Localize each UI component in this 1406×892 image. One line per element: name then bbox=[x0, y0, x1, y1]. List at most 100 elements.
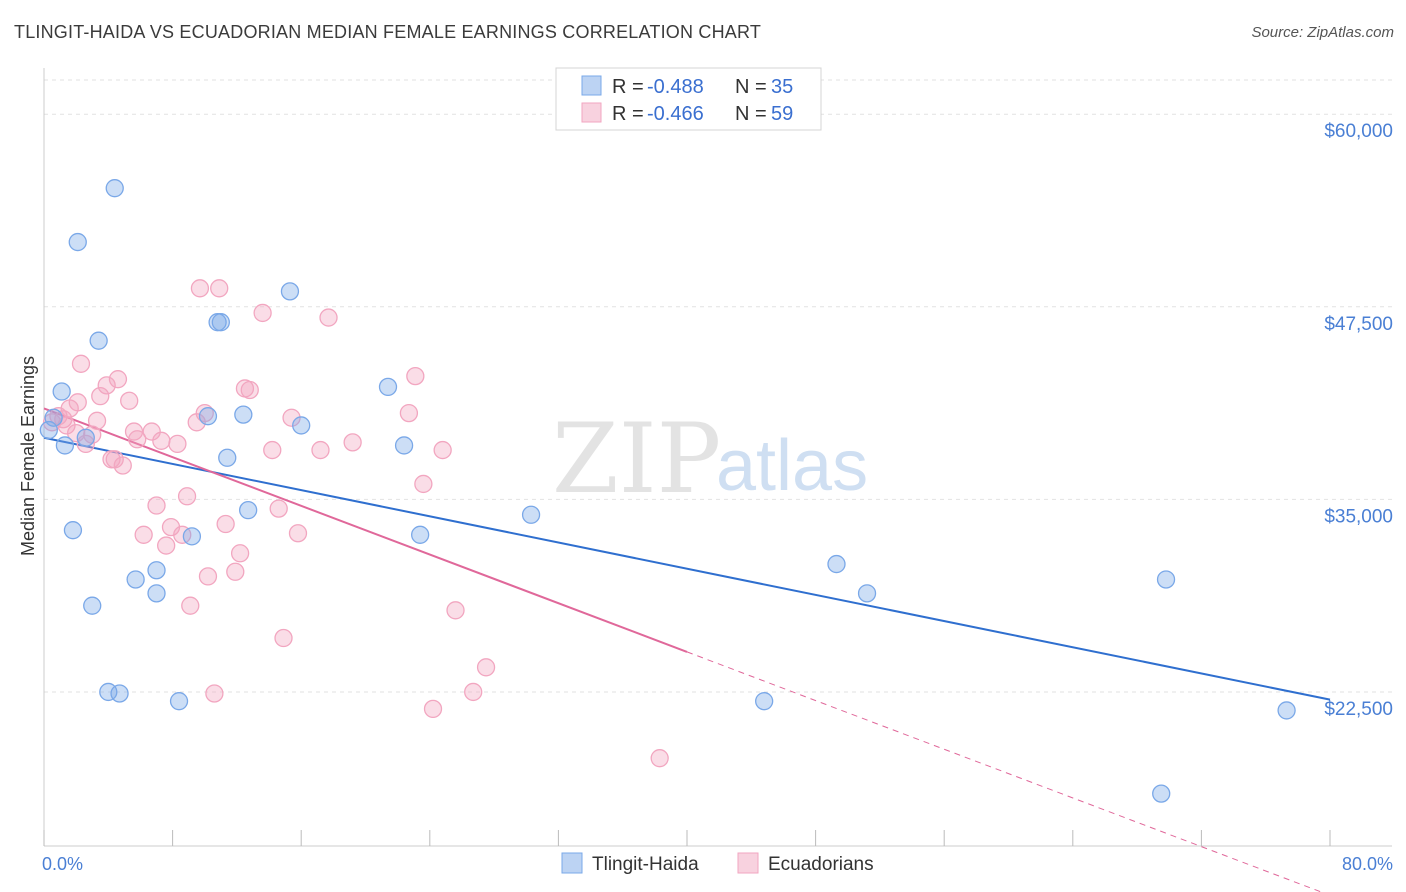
point-s0-3 bbox=[63, 521, 83, 540]
point-s1-45 bbox=[282, 408, 301, 427]
stats-r-label-1: R = bbox=[612, 103, 644, 125]
watermark: ZIP atlas bbox=[552, 403, 868, 515]
stats-r-label-0: R = bbox=[612, 76, 644, 98]
point-s0-31 bbox=[1152, 784, 1171, 803]
point-s1-17 bbox=[120, 391, 139, 410]
stats-n-value-0: 35 bbox=[771, 76, 793, 98]
point-s1-43 bbox=[269, 499, 288, 518]
stats-swatch-1 bbox=[581, 102, 602, 123]
point-s0-19 bbox=[218, 448, 237, 467]
point-s1-22 bbox=[147, 496, 166, 515]
point-s1-58 bbox=[650, 749, 669, 768]
point-s0-20 bbox=[234, 405, 253, 424]
legend-swatch-0 bbox=[561, 852, 583, 874]
series-legend: Tlingit-Haida Ecuadorians bbox=[561, 852, 874, 875]
point-s1-32 bbox=[195, 403, 214, 423]
point-s1-8 bbox=[76, 434, 95, 454]
point-s0-32 bbox=[1156, 570, 1176, 589]
y-tick-label-2: $47,500 bbox=[1324, 314, 1393, 335]
point-s1-48 bbox=[319, 308, 338, 327]
stats-n-value-1: 59 bbox=[771, 103, 793, 125]
y-tick-label-0: $22,500 bbox=[1324, 699, 1393, 720]
trend-line-dashed-1 bbox=[686, 651, 1323, 892]
stats-n-label-0: N = bbox=[735, 76, 767, 98]
source-credit: Source: ZipAtlas.com bbox=[1251, 24, 1394, 41]
y-tick-labels: $22,500 $35,000 $47,500 $60,000 bbox=[1324, 121, 1393, 720]
point-s0-26 bbox=[411, 525, 430, 544]
watermark-atlas: atlas bbox=[716, 426, 868, 506]
y-axis-label: Median Female Earnings bbox=[18, 356, 38, 556]
point-s1-56 bbox=[464, 682, 483, 702]
point-s0-9 bbox=[105, 179, 124, 198]
point-s0-23 bbox=[292, 416, 311, 435]
legend-swatch-1 bbox=[737, 852, 759, 874]
point-s1-34 bbox=[205, 684, 224, 703]
y-tick-label-1: $35,000 bbox=[1324, 506, 1393, 527]
point-s1-38 bbox=[230, 544, 250, 563]
point-s1-35 bbox=[210, 279, 229, 298]
stats-n-label-1: N = bbox=[735, 103, 767, 125]
axes bbox=[43, 68, 1392, 847]
stats-legend: R = -0.488 N = 35 R = -0.466 N = 59 bbox=[555, 67, 822, 131]
x-tick-label-min: 0.0% bbox=[42, 854, 83, 874]
point-s0-10 bbox=[110, 684, 129, 703]
watermark-zip: ZIP bbox=[552, 403, 721, 515]
point-s1-7 bbox=[71, 354, 91, 373]
point-s0-12 bbox=[147, 561, 166, 580]
point-s1-33 bbox=[198, 567, 218, 586]
point-s1-10 bbox=[87, 411, 107, 430]
point-s1-52 bbox=[414, 474, 433, 494]
point-s1-53 bbox=[423, 699, 443, 719]
x-tick-labels: 0.0% 80.0% bbox=[42, 854, 1393, 874]
point-s0-34 bbox=[39, 420, 58, 440]
y-tick-label-3: $60,000 bbox=[1324, 121, 1393, 142]
point-s0-16 bbox=[198, 407, 218, 426]
point-s0-5 bbox=[76, 428, 95, 447]
point-s0-18 bbox=[211, 313, 230, 332]
point-s1-40 bbox=[240, 380, 259, 400]
x-tick-label-max: 80.0% bbox=[1342, 854, 1393, 874]
chart-title: TLINGIT-HAIDA VS ECUADORIAN MEDIAN FEMAL… bbox=[14, 22, 762, 42]
point-s0-15 bbox=[182, 527, 202, 546]
point-s0-2 bbox=[55, 436, 75, 455]
point-s1-44 bbox=[274, 628, 293, 648]
point-s1-54 bbox=[433, 440, 452, 460]
point-s1-51 bbox=[406, 366, 425, 386]
point-s1-31 bbox=[190, 279, 210, 298]
point-s1-42 bbox=[263, 440, 282, 460]
point-s0-1 bbox=[52, 382, 71, 401]
point-s0-24 bbox=[378, 377, 398, 397]
trend-line-0 bbox=[43, 436, 1331, 701]
point-s1-16 bbox=[113, 456, 132, 475]
point-s0-21 bbox=[239, 501, 258, 520]
point-s1-57 bbox=[476, 658, 496, 677]
point-s0-7 bbox=[89, 331, 108, 350]
point-s1-19 bbox=[128, 430, 147, 449]
point-s0-14 bbox=[169, 692, 189, 711]
legend-label-1: Ecuadorians bbox=[768, 854, 874, 875]
point-s0-25 bbox=[394, 436, 414, 455]
point-s1-28 bbox=[177, 487, 197, 506]
point-s1-15 bbox=[108, 370, 128, 389]
point-s0-33 bbox=[1277, 701, 1296, 720]
point-s0-11 bbox=[126, 570, 145, 589]
stats-r-value-0: -0.488 bbox=[647, 76, 704, 98]
stats-r-value-1: -0.466 bbox=[647, 103, 704, 125]
legend-label-0: Tlingit-Haida bbox=[592, 854, 699, 875]
point-s1-11 bbox=[91, 386, 110, 406]
point-s1-47 bbox=[311, 440, 330, 460]
point-s1-55 bbox=[446, 601, 465, 620]
point-s1-46 bbox=[288, 524, 308, 543]
point-s1-49 bbox=[343, 433, 362, 452]
point-s0-28 bbox=[755, 692, 774, 711]
point-s0-22 bbox=[280, 282, 300, 301]
stats-swatch-0 bbox=[581, 75, 602, 96]
point-s0-6 bbox=[83, 596, 102, 615]
point-s1-24 bbox=[157, 536, 176, 555]
point-s0-29 bbox=[827, 554, 846, 574]
trend-line-1 bbox=[43, 407, 688, 653]
point-s1-20 bbox=[134, 525, 153, 544]
point-s1-12 bbox=[97, 376, 116, 395]
point-s1-50 bbox=[399, 403, 419, 423]
